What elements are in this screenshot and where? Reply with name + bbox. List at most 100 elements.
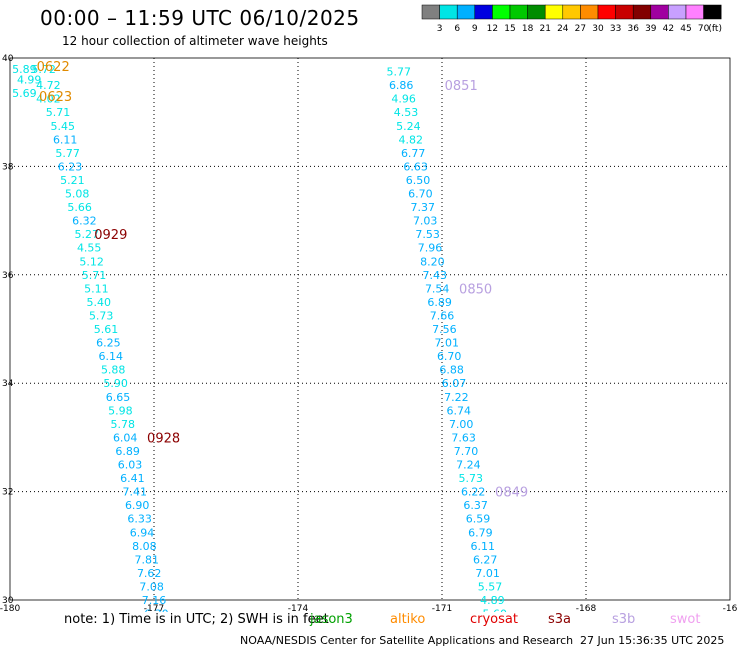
wave-height-value: 5.72: [31, 63, 56, 76]
wave-height-value: 5.66: [67, 201, 92, 214]
x-tick-label: -174: [288, 604, 309, 612]
pass-time-label: 0622: [37, 60, 70, 75]
colorbar-tick-label: 21: [539, 24, 550, 34]
wave-height-value: 5.98: [108, 404, 133, 417]
wave-height-value: 6.27: [473, 553, 498, 566]
wave-height-value: 5.88: [101, 364, 126, 377]
pass-time-label: 0849: [495, 486, 528, 501]
wave-height-value: 4.72: [36, 79, 61, 92]
wave-height-value: 5.12: [79, 255, 104, 268]
wave-height-plot: -180 -177 -174 -171 -168 -164038363432305.895…: [0, 54, 738, 612]
colorbar-tick-label: 9: [472, 24, 478, 34]
colorbar-unit: (ft): [708, 24, 722, 34]
colorbar-tick-label: 33: [610, 24, 621, 34]
wave-height-value: 5.71: [82, 269, 107, 282]
legend-s3b: s3b: [612, 612, 636, 627]
credit-line: NOAA/NESDIS Center for Satellite Applica…: [240, 634, 574, 647]
wave-height-value: 5.77: [387, 66, 412, 79]
wave-height-value: 6.59: [466, 513, 491, 526]
wave-height-value: 7.66: [430, 309, 455, 322]
y-tick-label: 30: [2, 596, 14, 606]
wave-height-value: 6.04: [113, 431, 138, 444]
y-tick-label: 32: [2, 488, 13, 498]
wave-height-value: 6.94: [130, 526, 155, 539]
wave-height-value: 5.11: [84, 282, 109, 295]
wave-height-value: 6.70: [437, 350, 462, 363]
wave-height-value: 4.96: [391, 93, 416, 106]
wave-height-value: 6.33: [127, 513, 152, 526]
wave-height-value: 5.71: [46, 106, 71, 119]
wave-height-value: 5.60: [483, 608, 508, 612]
wave-height-value: 6.11: [53, 133, 78, 146]
colorbar-tick-label: 12: [487, 24, 498, 34]
y-tick-label: 40: [2, 54, 14, 64]
y-tick-label: 38: [2, 162, 14, 172]
wave-height-value: 5.57: [478, 580, 503, 593]
wave-height-value: 4.53: [394, 106, 419, 119]
wave-height-value: 7.41: [123, 486, 148, 499]
wave-height-value: 6.14: [99, 350, 124, 363]
wave-height-value: 5.90: [103, 377, 128, 390]
y-tick-label: 36: [2, 271, 14, 281]
wave-height-value: 6.74: [447, 404, 472, 417]
wave-height-value: 7.43: [423, 269, 448, 282]
wave-height-value: 6.86: [389, 79, 414, 92]
wave-height-value: 5.27: [75, 228, 100, 241]
wave-height-value: 6.37: [463, 499, 488, 512]
wave-height-value: 5.78: [111, 418, 136, 431]
colorbar-tick-label: 30: [592, 24, 604, 34]
wave-height-value: 4.99: [17, 74, 42, 87]
wave-height-value: 6.07: [442, 377, 467, 390]
wave-height-value: 7.22: [444, 391, 469, 404]
wave-height-value: 5.08: [65, 188, 90, 201]
wave-height-value: 5.69: [12, 87, 37, 100]
wave-height-value: 5.61: [94, 323, 119, 336]
wave-height-value: 7.24: [456, 459, 481, 472]
colorbar-tick-label: 70: [698, 24, 710, 34]
wave-height-value: 7.56: [432, 323, 457, 336]
wave-height-value: 8.08: [132, 540, 157, 553]
colorbar-tick-label: 27: [575, 24, 586, 34]
wave-height-value: 6.89: [427, 296, 452, 309]
wave-height-value: 5.73: [459, 472, 484, 485]
wave-height-value: 7.37: [411, 201, 436, 214]
wave-height-value: 5.89: [12, 63, 37, 76]
wave-height-value: 6.22: [461, 486, 486, 499]
wave-height-value: 7.54: [425, 282, 450, 295]
wave-height-value: 6.25: [96, 337, 121, 350]
wave-height-value: 7.53: [415, 228, 440, 241]
pass-time-label: 0929: [94, 228, 127, 243]
colorbar-tick-label: 39: [645, 24, 657, 34]
colorbar-tick-label: 15: [504, 24, 515, 34]
wave-height-value: 6.23: [58, 160, 83, 173]
wave-height-value: 6.32: [72, 215, 97, 228]
wave-height-value: 6.88: [439, 364, 464, 377]
wave-height-value: 6.77: [401, 147, 426, 160]
wave-height-value: 7.16: [142, 594, 167, 607]
plot-frame: [9, 57, 731, 601]
colorbar-tick-label: 42: [663, 24, 674, 34]
legend-cryosat: cryosat: [470, 612, 518, 627]
wave-height-value: 4.82: [399, 133, 424, 146]
page-subtitle: 12 hour collection of altimeter wave hei…: [62, 34, 328, 48]
y-tick-label: 34: [2, 379, 14, 389]
wave-height-value: 6.63: [403, 160, 428, 173]
x-tick-label: -16: [723, 604, 738, 612]
wave-height-value: 6.03: [118, 459, 143, 472]
wave-height-value: 6.90: [125, 499, 150, 512]
wave-height-value: 7.00: [449, 418, 474, 431]
wave-height-value: 6.79: [468, 526, 493, 539]
wave-height-value: 7.08: [139, 580, 164, 593]
wave-height-value: 5.24: [396, 120, 421, 133]
wave-height-value: 5.40: [87, 296, 112, 309]
wave-height-value: 5.45: [51, 120, 76, 133]
wave-height-value: 7.01: [435, 337, 460, 350]
wave-height-value: 6.11: [471, 540, 496, 553]
wave-height-value: 5.21: [60, 174, 85, 187]
wave-height-value: 6.41: [120, 472, 145, 485]
colorbar-tick-label: 36: [627, 24, 639, 34]
legend-altiko: altiko: [390, 612, 426, 627]
x-tick-label: -171: [432, 604, 452, 612]
pass-time-label: 0623: [39, 90, 72, 105]
pass-time-label: 0928: [147, 431, 180, 446]
